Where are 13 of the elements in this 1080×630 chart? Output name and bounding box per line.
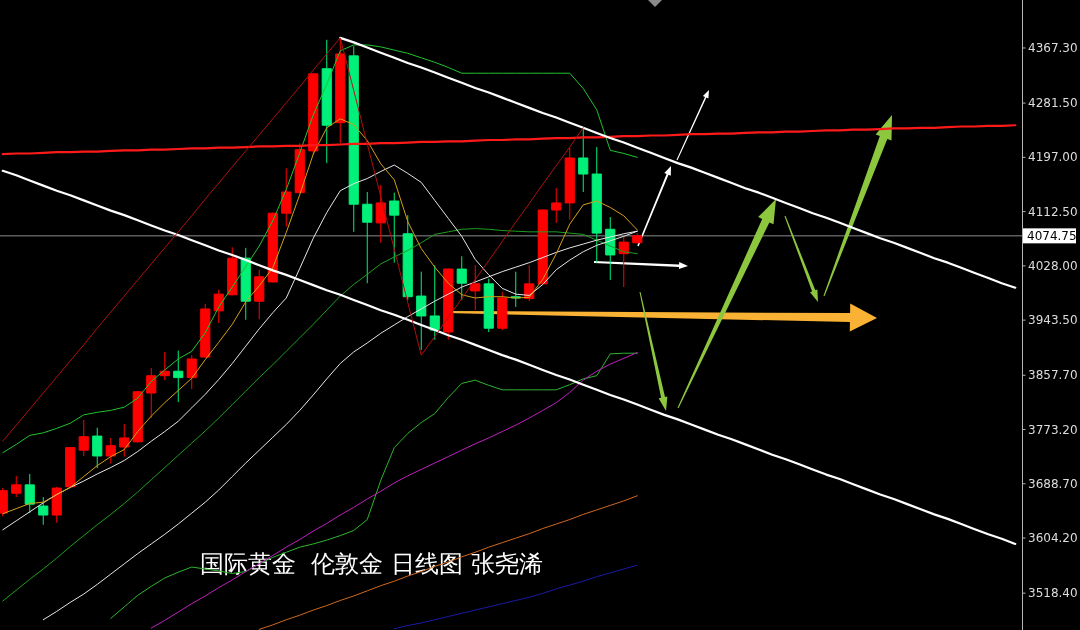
y-tick-label: 4197.00 [1028, 150, 1078, 165]
y-tick-label: 4028.00 [1028, 258, 1078, 273]
y-tick-label: 4281.50 [1028, 96, 1078, 111]
ref-line-label: 4074.75 [1027, 228, 1077, 243]
y-tick-label: 3604.20 [1028, 531, 1078, 546]
y-tick-label: 4112.50 [1028, 204, 1078, 219]
y-tick-label: 4367.30 [1028, 40, 1078, 55]
y-tick-label: 3773.20 [1028, 422, 1078, 437]
title: 国际黄金 伦敦金 日线图 张尧浠 [200, 550, 543, 578]
y-tick-label: 3688.70 [1028, 476, 1078, 491]
y-tick-label: 3943.50 [1028, 313, 1078, 328]
y-tick-label: 3857.70 [1028, 368, 1078, 383]
y-tick-label: 3518.40 [1028, 586, 1078, 601]
